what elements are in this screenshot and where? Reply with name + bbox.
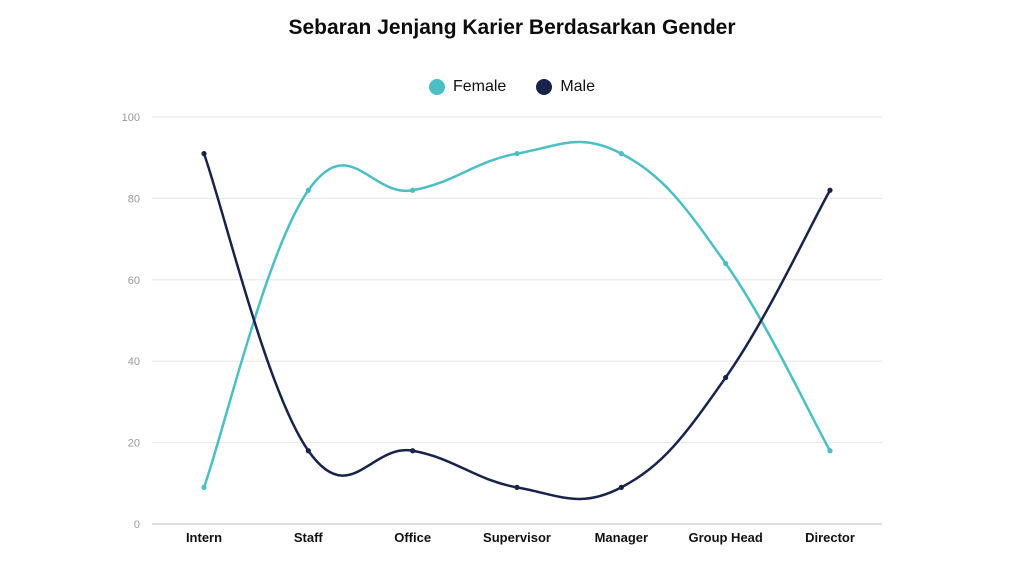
x-tick-label: Staff [294,530,324,545]
x-axis-ticks: Intern Staff Office Supervisor Manager Group … [186,530,855,545]
data-point-female[interactable] [410,187,416,193]
data-point-male[interactable] [201,151,207,157]
y-tick-label: 20 [128,438,140,450]
data-point-male[interactable] [514,484,520,490]
data-point-female[interactable] [201,484,207,490]
y-axis-ticks: 0 20 40 60 80 100 [122,112,140,531]
legend-swatch-male [536,79,553,95]
y-tick-label: 80 [128,193,140,205]
data-point-male[interactable] [618,484,624,490]
series-lines [201,140,833,501]
y-tick-label: 40 [128,356,140,368]
x-tick-label: Intern [186,530,222,545]
x-tick-label: Director [805,530,855,545]
y-tick-label: 100 [122,112,140,124]
legend-label-male: Male [560,78,596,95]
data-point-female[interactable] [514,151,520,157]
data-point-female[interactable] [723,260,729,267]
gridlines [152,116,882,525]
series-line-male [202,152,832,501]
data-point-female[interactable] [305,187,311,193]
legend-item-female[interactable]: Female [428,78,507,96]
y-tick-label: 60 [128,275,140,287]
y-tick-label: 0 [134,519,140,531]
data-point-male[interactable] [305,448,311,454]
legend-swatch-female [428,79,445,95]
x-tick-label: Group Head [688,530,762,545]
legend: Female Male [0,78,1024,96]
legend-item-male[interactable]: Male [536,78,595,96]
x-tick-label: Supervisor [483,530,551,545]
series-line-female [202,140,832,489]
data-point-male[interactable] [410,448,416,454]
legend-label-female: Female [452,78,507,95]
data-point-male[interactable] [723,374,729,381]
x-tick-label: Office [394,530,431,545]
data-point-female[interactable] [618,151,624,157]
chart-title: Sebaran Jenjang Karier Berdasarkan Gende… [288,16,736,39]
data-point-female[interactable] [827,448,833,454]
data-point-male[interactable] [827,187,833,193]
x-tick-label: Manager [595,530,648,545]
